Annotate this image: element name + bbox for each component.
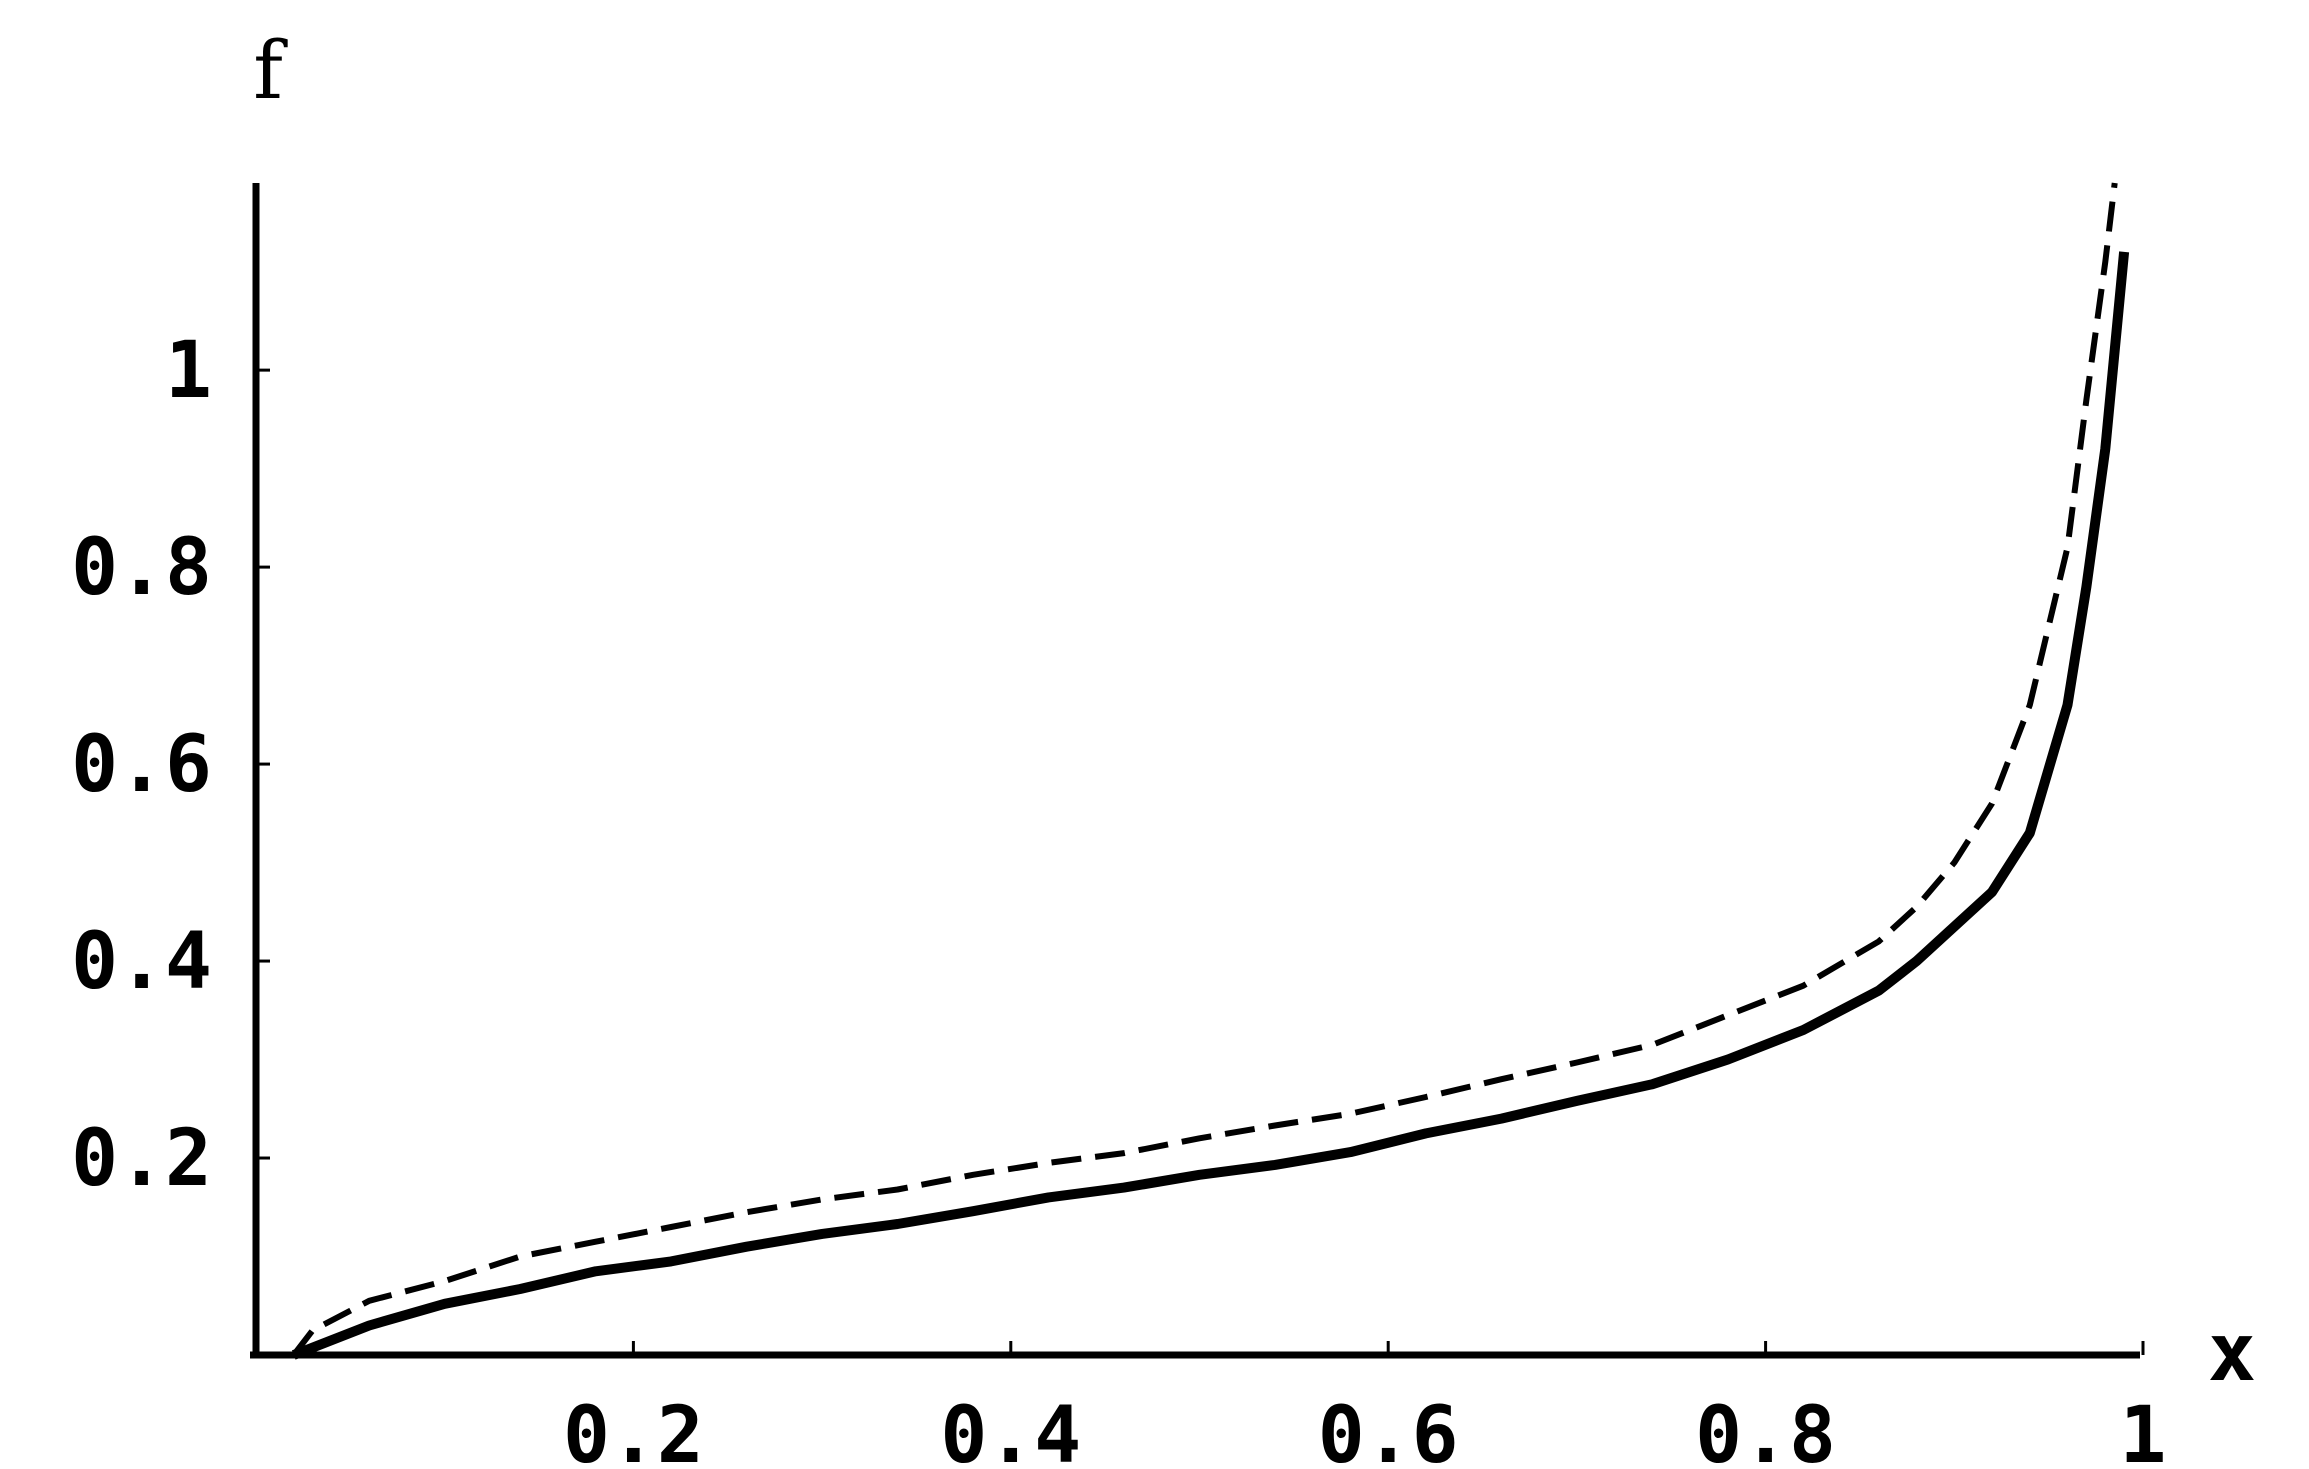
axis-ticks: 0.2 0.4 0.6 0.8 1 0.2 0.4 0.6 0.8 1 — [71, 326, 2166, 1469]
x-tick-label: 1 — [2120, 1391, 2167, 1469]
solid-curve — [291, 251, 2130, 1360]
y-tick-label: 1 — [165, 326, 212, 416]
x-tick-label: 0.8 — [1695, 1391, 1836, 1469]
x-tick-label: 0.2 — [563, 1391, 704, 1469]
x-tick-label: 0.4 — [940, 1391, 1081, 1469]
dashed-curve — [291, 182, 2118, 1357]
y-tick-label: 0.4 — [71, 917, 212, 1007]
y-axis-label: f — [253, 24, 288, 117]
x-tick-label: 0.6 — [1318, 1391, 1459, 1469]
y-tick-label: 0.2 — [71, 1114, 212, 1204]
y-tick-label: 0.8 — [71, 523, 212, 613]
x-axis-label: x — [2208, 1306, 2256, 1399]
plot-curves — [291, 182, 2130, 1360]
y-tick-label: 0.6 — [71, 720, 212, 810]
